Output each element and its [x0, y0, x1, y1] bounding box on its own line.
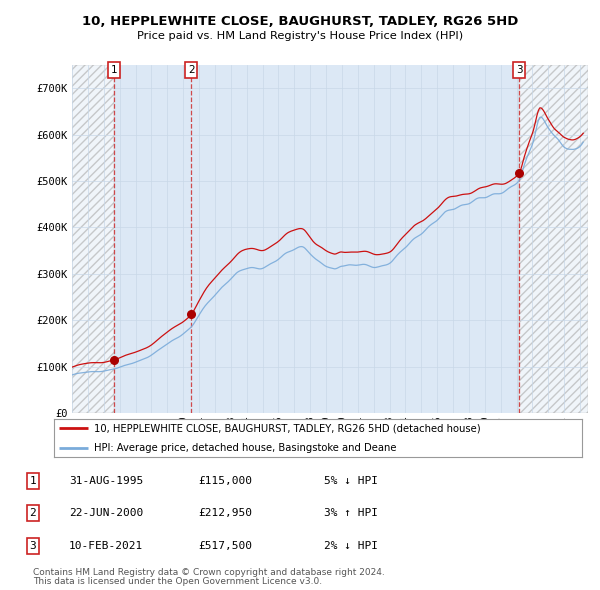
Text: 10-FEB-2021: 10-FEB-2021 [69, 541, 143, 550]
Text: £517,500: £517,500 [198, 541, 252, 550]
Text: 3: 3 [29, 541, 37, 550]
Text: 1: 1 [111, 65, 118, 75]
Text: 3: 3 [516, 65, 523, 75]
Text: Price paid vs. HM Land Registry's House Price Index (HPI): Price paid vs. HM Land Registry's House … [137, 31, 463, 41]
Text: 1: 1 [29, 476, 37, 486]
Text: 22-JUN-2000: 22-JUN-2000 [69, 509, 143, 518]
Text: 10, HEPPLEWHITE CLOSE, BAUGHURST, TADLEY, RG26 5HD: 10, HEPPLEWHITE CLOSE, BAUGHURST, TADLEY… [82, 15, 518, 28]
Text: £115,000: £115,000 [198, 476, 252, 486]
Bar [72, 65, 115, 413]
Bar [519, 65, 588, 413]
Text: 5% ↓ HPI: 5% ↓ HPI [324, 476, 378, 486]
Text: HPI: Average price, detached house, Basingstoke and Deane: HPI: Average price, detached house, Basi… [94, 442, 396, 453]
Text: 2: 2 [29, 509, 37, 518]
Text: This data is licensed under the Open Government Licence v3.0.: This data is licensed under the Open Gov… [33, 578, 322, 586]
Text: Contains HM Land Registry data © Crown copyright and database right 2024.: Contains HM Land Registry data © Crown c… [33, 568, 385, 577]
Text: 3% ↑ HPI: 3% ↑ HPI [324, 509, 378, 518]
Text: 10, HEPPLEWHITE CLOSE, BAUGHURST, TADLEY, RG26 5HD (detached house): 10, HEPPLEWHITE CLOSE, BAUGHURST, TADLEY… [94, 424, 480, 434]
Text: £212,950: £212,950 [198, 509, 252, 518]
Text: 2: 2 [188, 65, 194, 75]
Text: 2% ↓ HPI: 2% ↓ HPI [324, 541, 378, 550]
Text: 31-AUG-1995: 31-AUG-1995 [69, 476, 143, 486]
